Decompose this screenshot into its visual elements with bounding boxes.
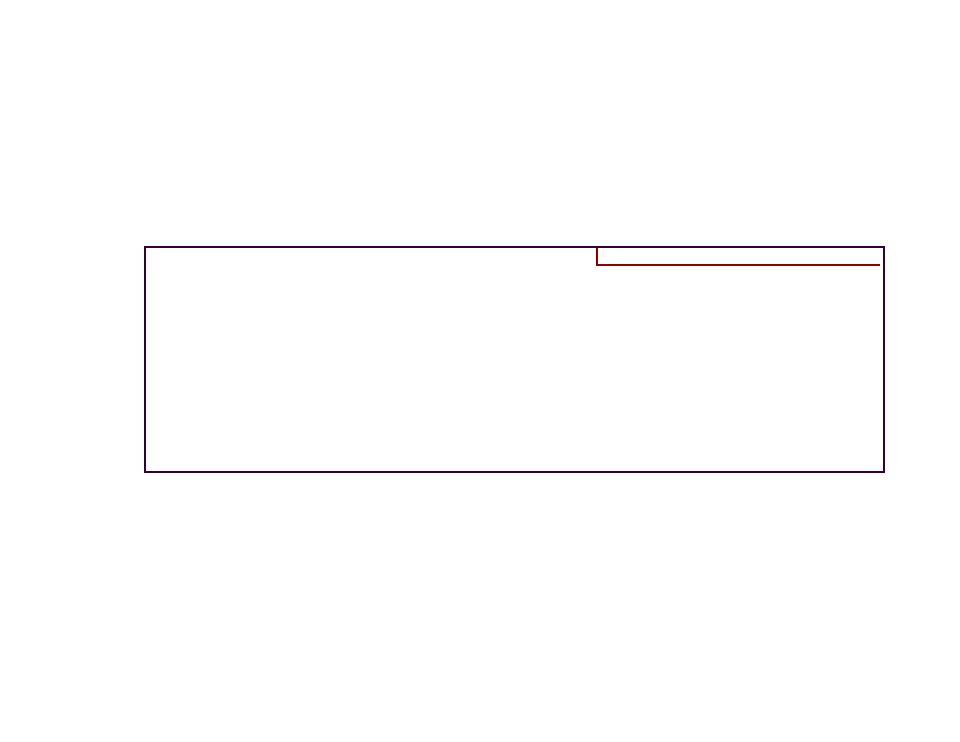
anomaly-map	[146, 248, 883, 471]
anomaly-map-panel	[144, 246, 885, 473]
credit-box	[596, 248, 880, 266]
colorbar	[0, 597, 960, 653]
